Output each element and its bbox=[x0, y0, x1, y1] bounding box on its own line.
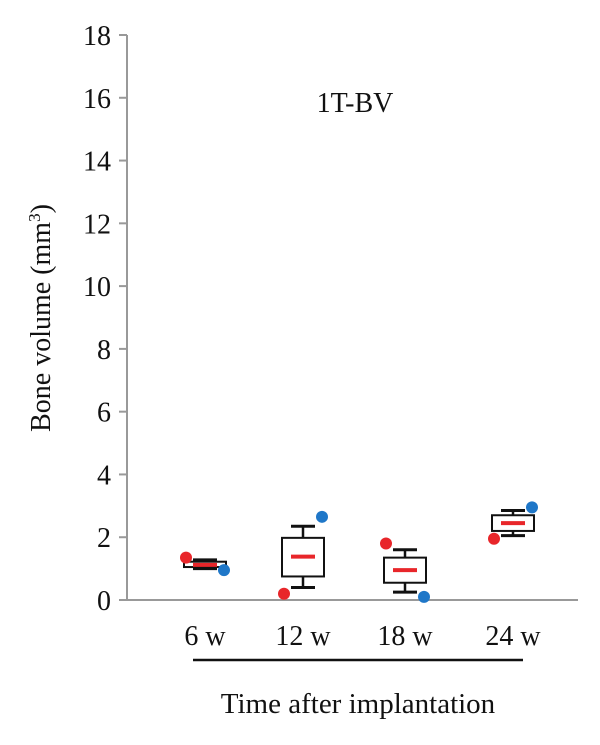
box-group bbox=[380, 537, 430, 603]
data-point bbox=[316, 510, 328, 523]
y-tick-label: 6 bbox=[97, 398, 111, 429]
box-group bbox=[278, 510, 328, 600]
data-point bbox=[526, 501, 538, 514]
y-tick-label: 16 bbox=[83, 84, 111, 115]
x-tick-label: 24 w bbox=[485, 621, 541, 652]
y-tick-label: 4 bbox=[97, 460, 111, 491]
data-point bbox=[380, 537, 392, 550]
x-tick-label: 6 w bbox=[184, 621, 226, 652]
data-point bbox=[418, 590, 430, 603]
y-axis-label-close: ) bbox=[26, 204, 57, 213]
y-tick-label: 8 bbox=[97, 335, 111, 366]
chart-title: 1T-BV bbox=[317, 88, 394, 119]
y-tick-label: 18 bbox=[83, 21, 111, 52]
x-tick-label: 18 w bbox=[377, 621, 433, 652]
box-group bbox=[180, 551, 230, 577]
data-point bbox=[218, 564, 230, 577]
y-tick-label: 10 bbox=[83, 272, 111, 303]
box-group bbox=[488, 501, 538, 545]
data-point bbox=[488, 532, 500, 545]
data-point bbox=[180, 551, 192, 564]
x-axis-label: Time after implantation bbox=[221, 688, 496, 720]
y-tick-label: 2 bbox=[97, 523, 111, 554]
y-tick-label: 14 bbox=[83, 147, 111, 178]
box-series bbox=[180, 501, 538, 603]
y-tick-label: 12 bbox=[83, 209, 111, 240]
y-axis-label: Bone volume (mm3) bbox=[25, 204, 57, 432]
data-point bbox=[278, 587, 290, 600]
y-tick-label: 0 bbox=[97, 586, 111, 617]
axes: 0 2 4 6 8 10 12 14 16 18 6 w 12 w 18 w 24 w bbox=[83, 21, 578, 652]
x-tick-label: 12 w bbox=[275, 621, 331, 652]
y-axis-label-superscript: 3 bbox=[25, 213, 44, 222]
y-axis-label-text: Bone volume (mm bbox=[26, 222, 57, 432]
